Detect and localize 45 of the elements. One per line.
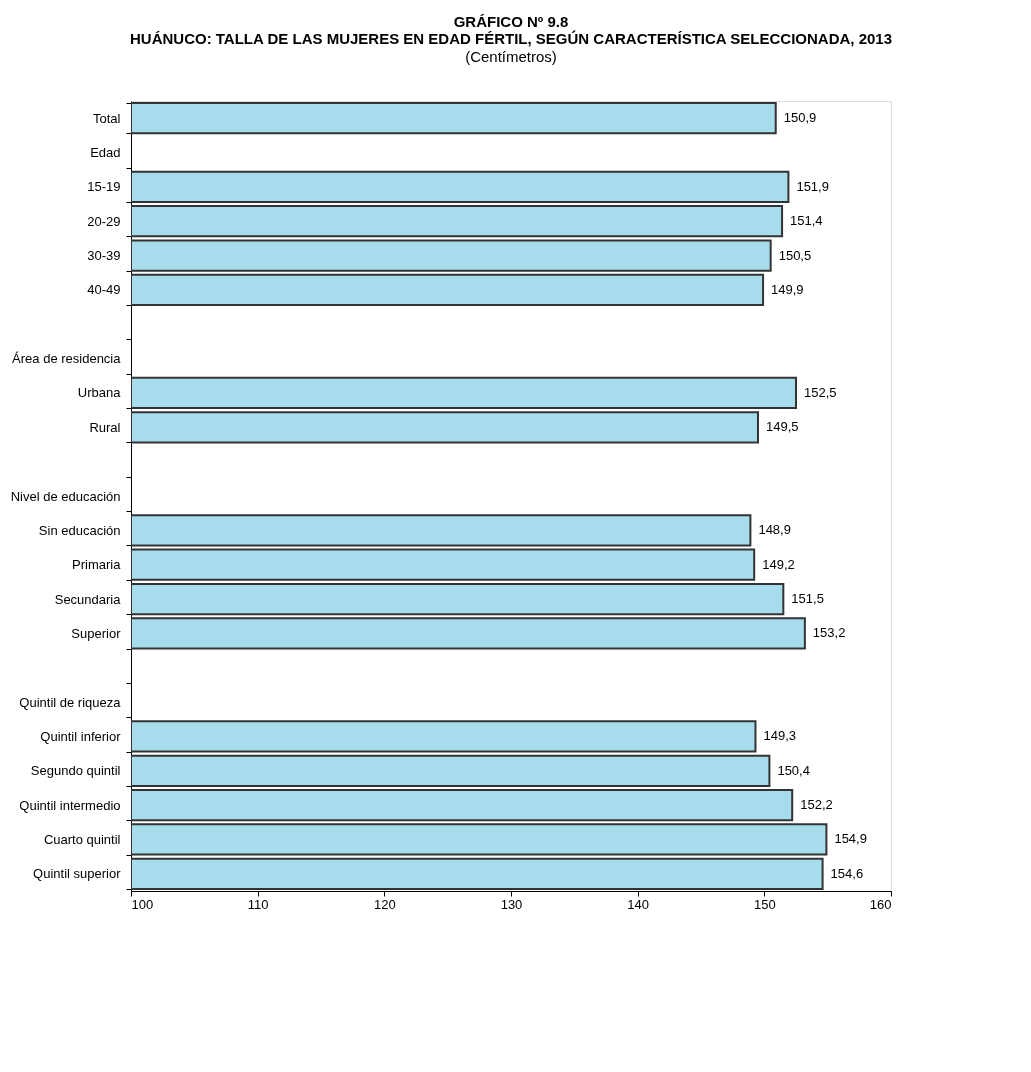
y-tick-label: 30-39 [87, 248, 121, 264]
y-tick-label: Rural [89, 419, 121, 435]
y-tick-label: Segundo quintil [30, 763, 121, 779]
y-tick-label: Primaria [72, 557, 122, 573]
y-tick-label: Quintil intermedio [19, 797, 121, 813]
data-label: 152,2 [800, 797, 833, 813]
x-tick-label: 150 [753, 896, 776, 912]
y-tick-label: 15-19 [87, 179, 121, 195]
x-tick-label: 160 [869, 896, 892, 912]
data-label: 149,3 [763, 728, 797, 744]
data-label: 150,9 [783, 110, 817, 126]
x-tick-label: 140 [627, 896, 650, 912]
data-label: 153,2 [812, 625, 846, 641]
data-label: 154,6 [830, 865, 864, 881]
data-label: 152,5 [804, 384, 837, 400]
y-tick-label: Quintil de riqueza [19, 694, 122, 710]
x-tick-label: 110 [247, 896, 269, 912]
chart-title: GRÁFICO Nº 9.8 HUÁNUCO: TALLA DE LAS MUJERES EN EDAD FÉRTIL, SEGÚN CARACTERÍSTICA SELECCIONADA, 2013 [130, 13, 892, 47]
x-tick-label: 120 [373, 896, 396, 912]
data-label: 151,9 [796, 178, 829, 194]
y-tick-label: Total [93, 110, 121, 126]
y-tick-label: Quintil superior [33, 866, 122, 882]
data-label: 154,9 [834, 831, 867, 847]
data-label: 150,4 [777, 762, 810, 778]
data-label: 150,5 [778, 247, 812, 263]
y-tick-label: Secundaria [54, 591, 122, 607]
y-tick-label: Edad [90, 145, 121, 161]
data-label: 148,9 [758, 522, 791, 538]
y-tick-label: 40-49 [87, 282, 121, 298]
y-tick-label: Cuarto quintil [43, 831, 121, 847]
y-tick-label: Área de residencia [12, 351, 122, 367]
data-label: 149,5 [766, 419, 799, 435]
y-tick-label: Urbana [77, 385, 122, 401]
data-label: 149,9 [771, 281, 804, 297]
chart-subtitle: (Centímetros) [465, 48, 557, 65]
data-label: 151,5 [791, 591, 824, 607]
y-tick-label: 20-29 [87, 213, 121, 229]
x-tick-label: 100 [131, 896, 154, 912]
y-tick-label: Nivel de educación [10, 488, 121, 504]
y-tick-label: Superior [71, 625, 122, 641]
data-label: 151,4 [790, 213, 823, 229]
x-tick-label: 130 [500, 896, 523, 912]
y-tick-label: Sin educación [38, 522, 121, 538]
data-label: 149,2 [762, 556, 795, 572]
y-tick-label: Quintil inferior [40, 728, 122, 744]
